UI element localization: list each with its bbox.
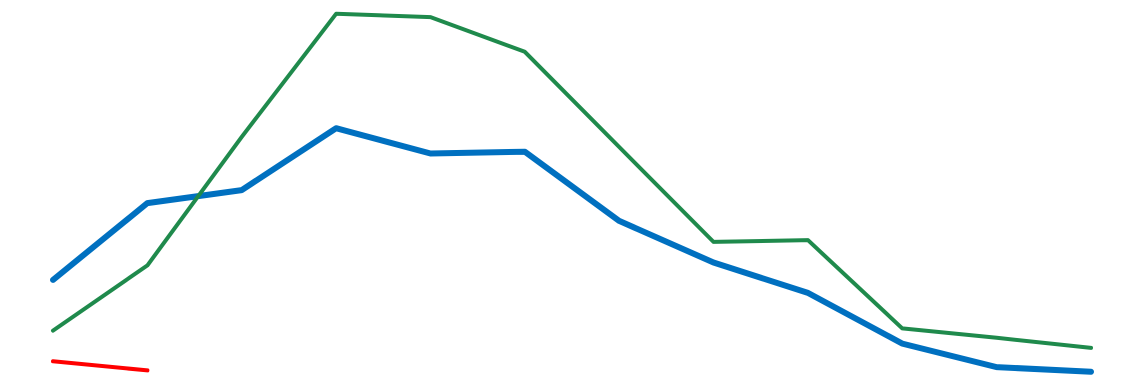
series-line-1 [50, 125, 1094, 375]
series-line-3 [51, 359, 150, 373]
series-line-2 [51, 11, 1093, 350]
